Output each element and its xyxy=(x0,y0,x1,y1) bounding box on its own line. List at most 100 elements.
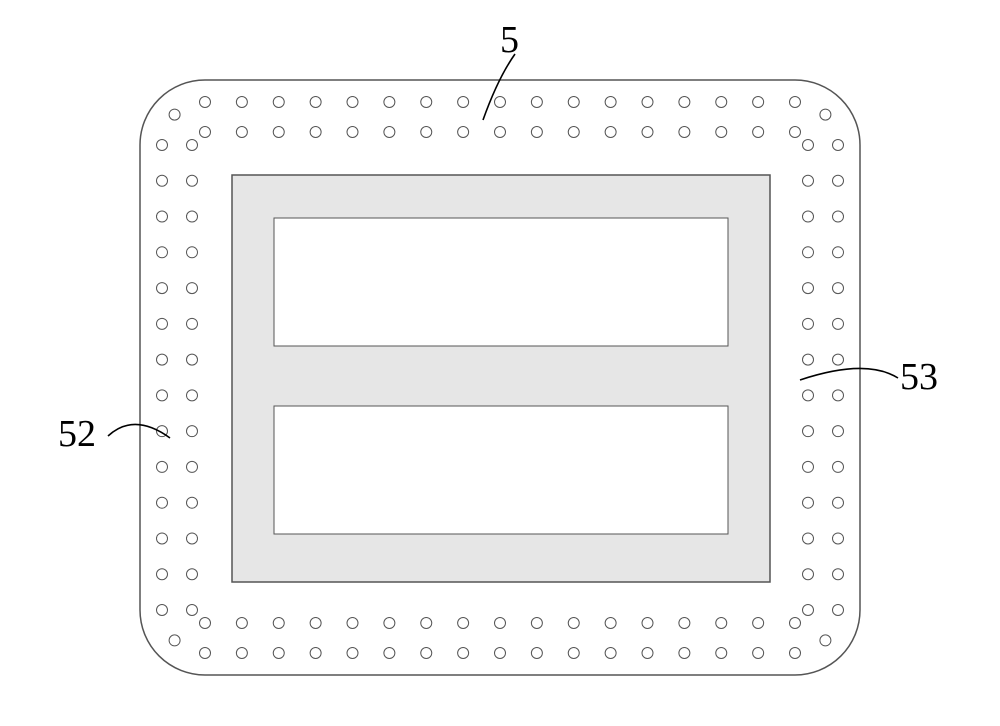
hole xyxy=(187,211,198,222)
hole xyxy=(716,97,727,108)
hole xyxy=(310,618,321,629)
hole xyxy=(568,618,579,629)
hole xyxy=(790,648,801,659)
hole xyxy=(790,97,801,108)
hole xyxy=(157,390,168,401)
hole xyxy=(157,497,168,508)
hole xyxy=(790,618,801,629)
hole xyxy=(458,618,469,629)
hole xyxy=(187,569,198,580)
hole xyxy=(458,127,469,138)
hole xyxy=(236,97,247,108)
hole xyxy=(679,127,690,138)
hole xyxy=(568,127,579,138)
hole xyxy=(157,354,168,365)
hole xyxy=(310,97,321,108)
hole xyxy=(273,127,284,138)
hole xyxy=(803,390,814,401)
hole xyxy=(273,648,284,659)
hole xyxy=(833,140,844,151)
hole xyxy=(833,283,844,294)
hole xyxy=(820,109,831,120)
hole xyxy=(833,390,844,401)
hole xyxy=(157,140,168,151)
hole xyxy=(833,569,844,580)
hole xyxy=(347,127,358,138)
hole xyxy=(157,247,168,258)
hole xyxy=(384,127,395,138)
hole xyxy=(679,618,690,629)
hole xyxy=(384,97,395,108)
hole xyxy=(833,533,844,544)
hole xyxy=(421,648,432,659)
hole xyxy=(157,569,168,580)
hole xyxy=(753,618,764,629)
hole xyxy=(531,127,542,138)
diagram-canvas: 5 53 52 xyxy=(0,0,1000,726)
hole xyxy=(384,618,395,629)
hole xyxy=(187,605,198,616)
hole xyxy=(200,127,211,138)
hole xyxy=(833,461,844,472)
hole xyxy=(347,648,358,659)
hole xyxy=(803,605,814,616)
hole xyxy=(803,175,814,186)
hole xyxy=(803,533,814,544)
hole xyxy=(187,426,198,437)
hole xyxy=(642,127,653,138)
hole xyxy=(790,127,801,138)
hole xyxy=(421,97,432,108)
hole xyxy=(495,648,506,659)
hole xyxy=(169,109,180,120)
hole xyxy=(187,283,198,294)
label-53: 53 xyxy=(900,355,938,399)
hole xyxy=(347,97,358,108)
hole xyxy=(833,175,844,186)
hole xyxy=(200,97,211,108)
hole xyxy=(236,618,247,629)
hole xyxy=(531,618,542,629)
hole xyxy=(833,605,844,616)
hole xyxy=(833,211,844,222)
hole xyxy=(187,533,198,544)
slot-1 xyxy=(274,218,728,346)
hole xyxy=(605,97,616,108)
hole xyxy=(531,97,542,108)
hole xyxy=(157,283,168,294)
hole xyxy=(495,127,506,138)
hole xyxy=(833,497,844,508)
hole xyxy=(157,318,168,329)
hole xyxy=(310,648,321,659)
hole xyxy=(716,618,727,629)
hole xyxy=(310,127,321,138)
hole xyxy=(169,635,180,646)
hole xyxy=(273,618,284,629)
hole xyxy=(803,461,814,472)
hole xyxy=(495,618,506,629)
hole xyxy=(833,318,844,329)
hole xyxy=(187,318,198,329)
hole xyxy=(803,211,814,222)
hole xyxy=(605,127,616,138)
hole xyxy=(568,97,579,108)
hole xyxy=(753,97,764,108)
hole xyxy=(187,354,198,365)
hole xyxy=(803,318,814,329)
diagram-svg xyxy=(0,0,1000,726)
hole xyxy=(421,618,432,629)
hole xyxy=(803,354,814,365)
hole xyxy=(753,648,764,659)
hole xyxy=(716,127,727,138)
hole xyxy=(157,461,168,472)
hole xyxy=(833,247,844,258)
hole xyxy=(803,247,814,258)
hole xyxy=(187,247,198,258)
hole xyxy=(157,533,168,544)
hole xyxy=(236,648,247,659)
hole xyxy=(157,175,168,186)
hole xyxy=(642,618,653,629)
hole xyxy=(187,461,198,472)
hole xyxy=(753,127,764,138)
hole xyxy=(187,175,198,186)
hole xyxy=(679,97,690,108)
